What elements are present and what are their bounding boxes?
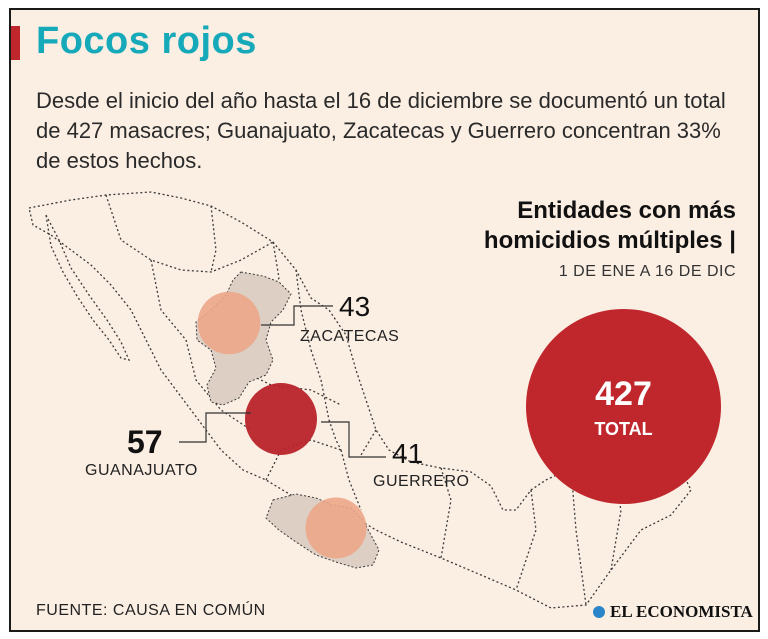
- bubble-zacatecas: [197, 291, 261, 355]
- map-outline-baja: [45, 214, 131, 361]
- guerrero-label: GUERRERO: [373, 473, 470, 490]
- zacatecas-label: ZACATECAS: [300, 328, 400, 345]
- guerrero-value: 41: [392, 438, 424, 469]
- total-label: TOTAL: [594, 419, 653, 439]
- map-borders-2: [150, 205, 217, 341]
- zacatecas-value: 43: [339, 291, 371, 322]
- leader-guanajuato: [179, 412, 251, 443]
- bubble-layer: [197, 291, 367, 559]
- logo-globe-icon: [593, 606, 605, 618]
- map-borders-4: [240, 349, 342, 421]
- bubble-guerrero: [305, 497, 367, 559]
- bubble-guanajuato: [245, 383, 317, 455]
- panel-title-line1: Entidades con más: [517, 197, 736, 224]
- panel-title: Entidades con más homicidios múltiples |: [416, 196, 736, 256]
- total-bubble: 427 TOTAL: [526, 309, 721, 504]
- total-value: 427: [595, 375, 652, 413]
- leader-guerrero: [321, 421, 386, 458]
- source-note: FUENTE: CAUSA EN COMÚN: [36, 602, 266, 619]
- title-accent-bar: [11, 26, 20, 60]
- mexico-map: [28, 191, 692, 609]
- period-label: 1 DE ENE A 16 DE DIC: [558, 263, 736, 280]
- leader-zacatecas: [261, 305, 333, 326]
- subtitle: Desde el inicio del año hasta el 16 de d…: [36, 88, 726, 173]
- page-title: Focos rojos: [36, 20, 257, 62]
- guanajuato-value: 57: [127, 424, 163, 460]
- map-borders-7: [328, 419, 622, 571]
- map-borders-1: [105, 194, 274, 273]
- publisher-logo: EL ECONOMISTA: [593, 602, 753, 622]
- logo-text: EL ECONOMISTA: [610, 602, 753, 621]
- map-borders-6: [340, 429, 587, 606]
- map-borders-3: [260, 241, 312, 351]
- panel-title-line2: homicidios múltiples |: [483, 227, 736, 254]
- infographic-card: Focos rojos Desde el inicio del año hast…: [9, 8, 760, 632]
- guanajuato-label: GUANAJUATO: [85, 462, 198, 479]
